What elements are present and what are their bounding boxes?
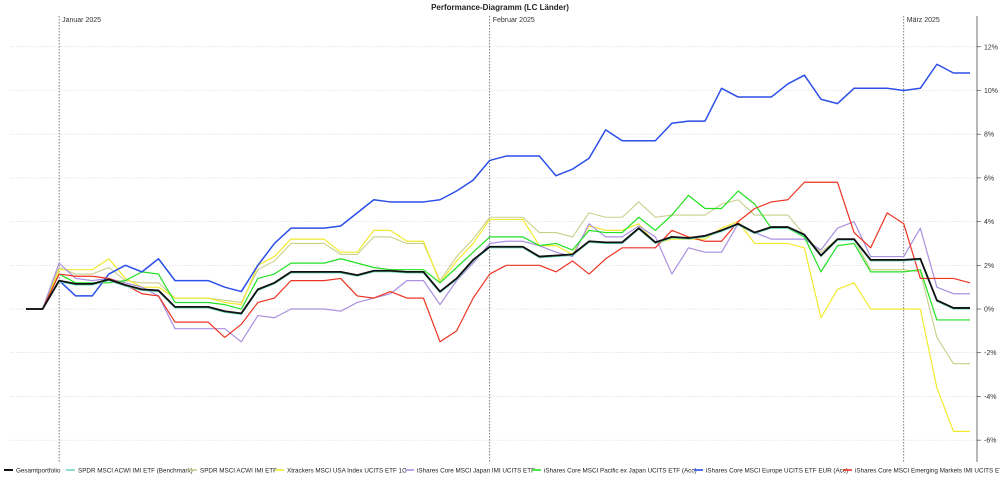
legend: Gesamtportfolio SPDR MSCI ACWI IMI ETF (B… bbox=[4, 467, 1000, 474]
y-tick-label: 6% bbox=[984, 175, 994, 182]
y-axis: -6% -4% -2% 0% 2% 4% 6% 8% 10% 12% bbox=[976, 16, 998, 462]
y-tick-label: 0% bbox=[984, 307, 994, 314]
legend-label: iShares Core MSCI Emerging Markets IMI U… bbox=[855, 467, 1000, 474]
y-tick-label: 8% bbox=[984, 132, 994, 139]
legend-label: Gesamtportfolio bbox=[16, 467, 61, 474]
series-line bbox=[26, 199, 970, 365]
y-tick-label: -4% bbox=[984, 394, 996, 401]
series-line bbox=[26, 181, 971, 343]
series-line bbox=[26, 63, 970, 310]
series-line bbox=[26, 190, 970, 321]
y-tick-label: -6% bbox=[984, 438, 996, 445]
legend-label: iShares Core MSCI Pacific ex Japan UCITS… bbox=[544, 467, 697, 474]
legend-label: SPDR MSCI ACWI IMI ETF (Benchmark) bbox=[78, 467, 193, 474]
legend-label: Xtrackers MSCI USA Index UCITS ETF 1C bbox=[287, 467, 407, 474]
y-tick-label: 12% bbox=[984, 44, 998, 51]
month-label: Februar 2025 bbox=[493, 17, 535, 24]
series-lines bbox=[26, 63, 971, 432]
series-line bbox=[26, 218, 970, 432]
series-line bbox=[26, 222, 970, 315]
month-label: Januar 2025 bbox=[62, 17, 101, 24]
y-tick-label: 4% bbox=[984, 219, 994, 226]
y-tick-label: -2% bbox=[984, 350, 996, 357]
grid bbox=[10, 46, 977, 441]
y-tick-label: 2% bbox=[984, 263, 994, 270]
chart-title: Performance-Diagramm (LC Länder) bbox=[431, 3, 569, 12]
y-tick-label: 10% bbox=[984, 88, 998, 95]
legend-label: SPDR MSCI ACWI IMI ETF bbox=[200, 467, 277, 474]
series-line bbox=[26, 221, 970, 343]
month-label: März 2025 bbox=[907, 17, 940, 24]
legend-label: iShares Core MSCI Europe UCITS ETF EUR (… bbox=[706, 467, 848, 474]
month-markers: Januar 2025 Februar 2025 März 2025 bbox=[58, 16, 940, 462]
legend-label: iShares Core MSCI Japan IMI UCITS ETF bbox=[417, 467, 535, 474]
